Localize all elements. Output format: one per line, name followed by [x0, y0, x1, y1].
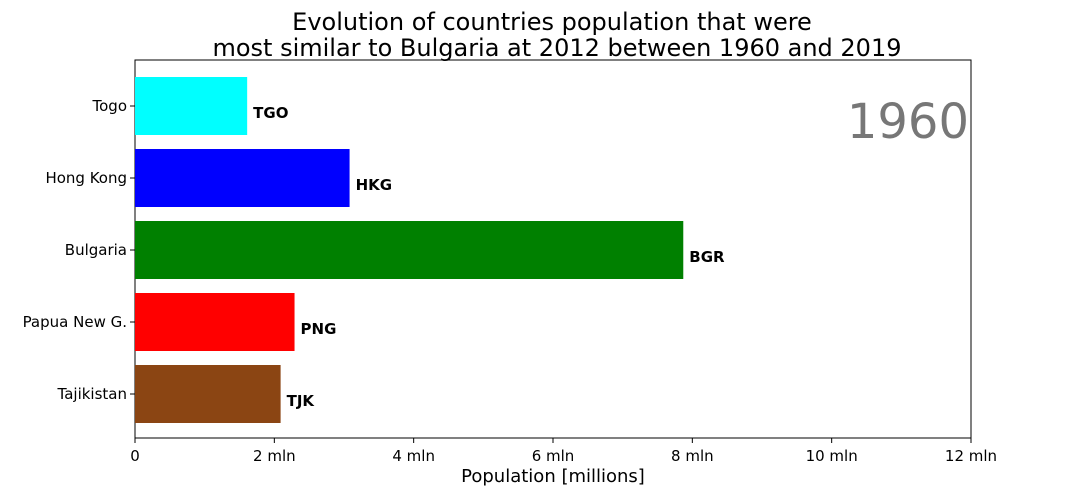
bar-bulgaria [135, 221, 684, 279]
x-tick-label: 12 mln [945, 447, 997, 465]
year-label: 1960 [847, 94, 969, 150]
bar-code-label-hong-kong: HKG [356, 176, 393, 194]
bar-value-labels: TGO HKG BGR PNG TJK [253, 104, 725, 410]
x-tick-label: 0 [130, 447, 140, 465]
bar-hong-kong [135, 149, 350, 207]
bars-group [135, 77, 684, 423]
bar-papua-new-g [135, 293, 295, 351]
bar-tajikistan [135, 365, 281, 423]
x-axis-ticks: 0 2 mln 4 mln 6 mln 8 mln 10 mln 12 mln [130, 438, 997, 465]
category-label-hong-kong: Hong Kong [45, 169, 127, 187]
category-label-bulgaria: Bulgaria [65, 241, 127, 259]
bar-code-label-bulgaria: BGR [689, 248, 725, 266]
category-label-tajikistan: Tajikistan [57, 385, 127, 403]
x-tick-label: 8 mln [671, 447, 714, 465]
bar-code-label-papua-new-g: PNG [301, 320, 337, 338]
bar-togo [135, 77, 248, 135]
category-labels: Togo Hong Kong Bulgaria Papua New G. Tajikis… [23, 97, 135, 403]
chart-title-line-1: Evolution of countries population that w… [292, 8, 812, 36]
bar-code-label-togo: TGO [253, 104, 288, 122]
chart-title-line-2: most similar to Bulgaria at 2012 between… [212, 34, 901, 62]
x-tick-label: 2 mln [253, 447, 296, 465]
x-tick-label: 6 mln [532, 447, 575, 465]
category-label-papua-new-g: Papua New G. [23, 313, 127, 331]
x-tick-label: 4 mln [392, 447, 435, 465]
category-label-togo: Togo [92, 97, 128, 115]
x-axis-label: Population [millions] [461, 466, 645, 487]
x-tick-label: 10 mln [806, 447, 858, 465]
bar-code-label-tajikistan: TJK [287, 392, 316, 410]
